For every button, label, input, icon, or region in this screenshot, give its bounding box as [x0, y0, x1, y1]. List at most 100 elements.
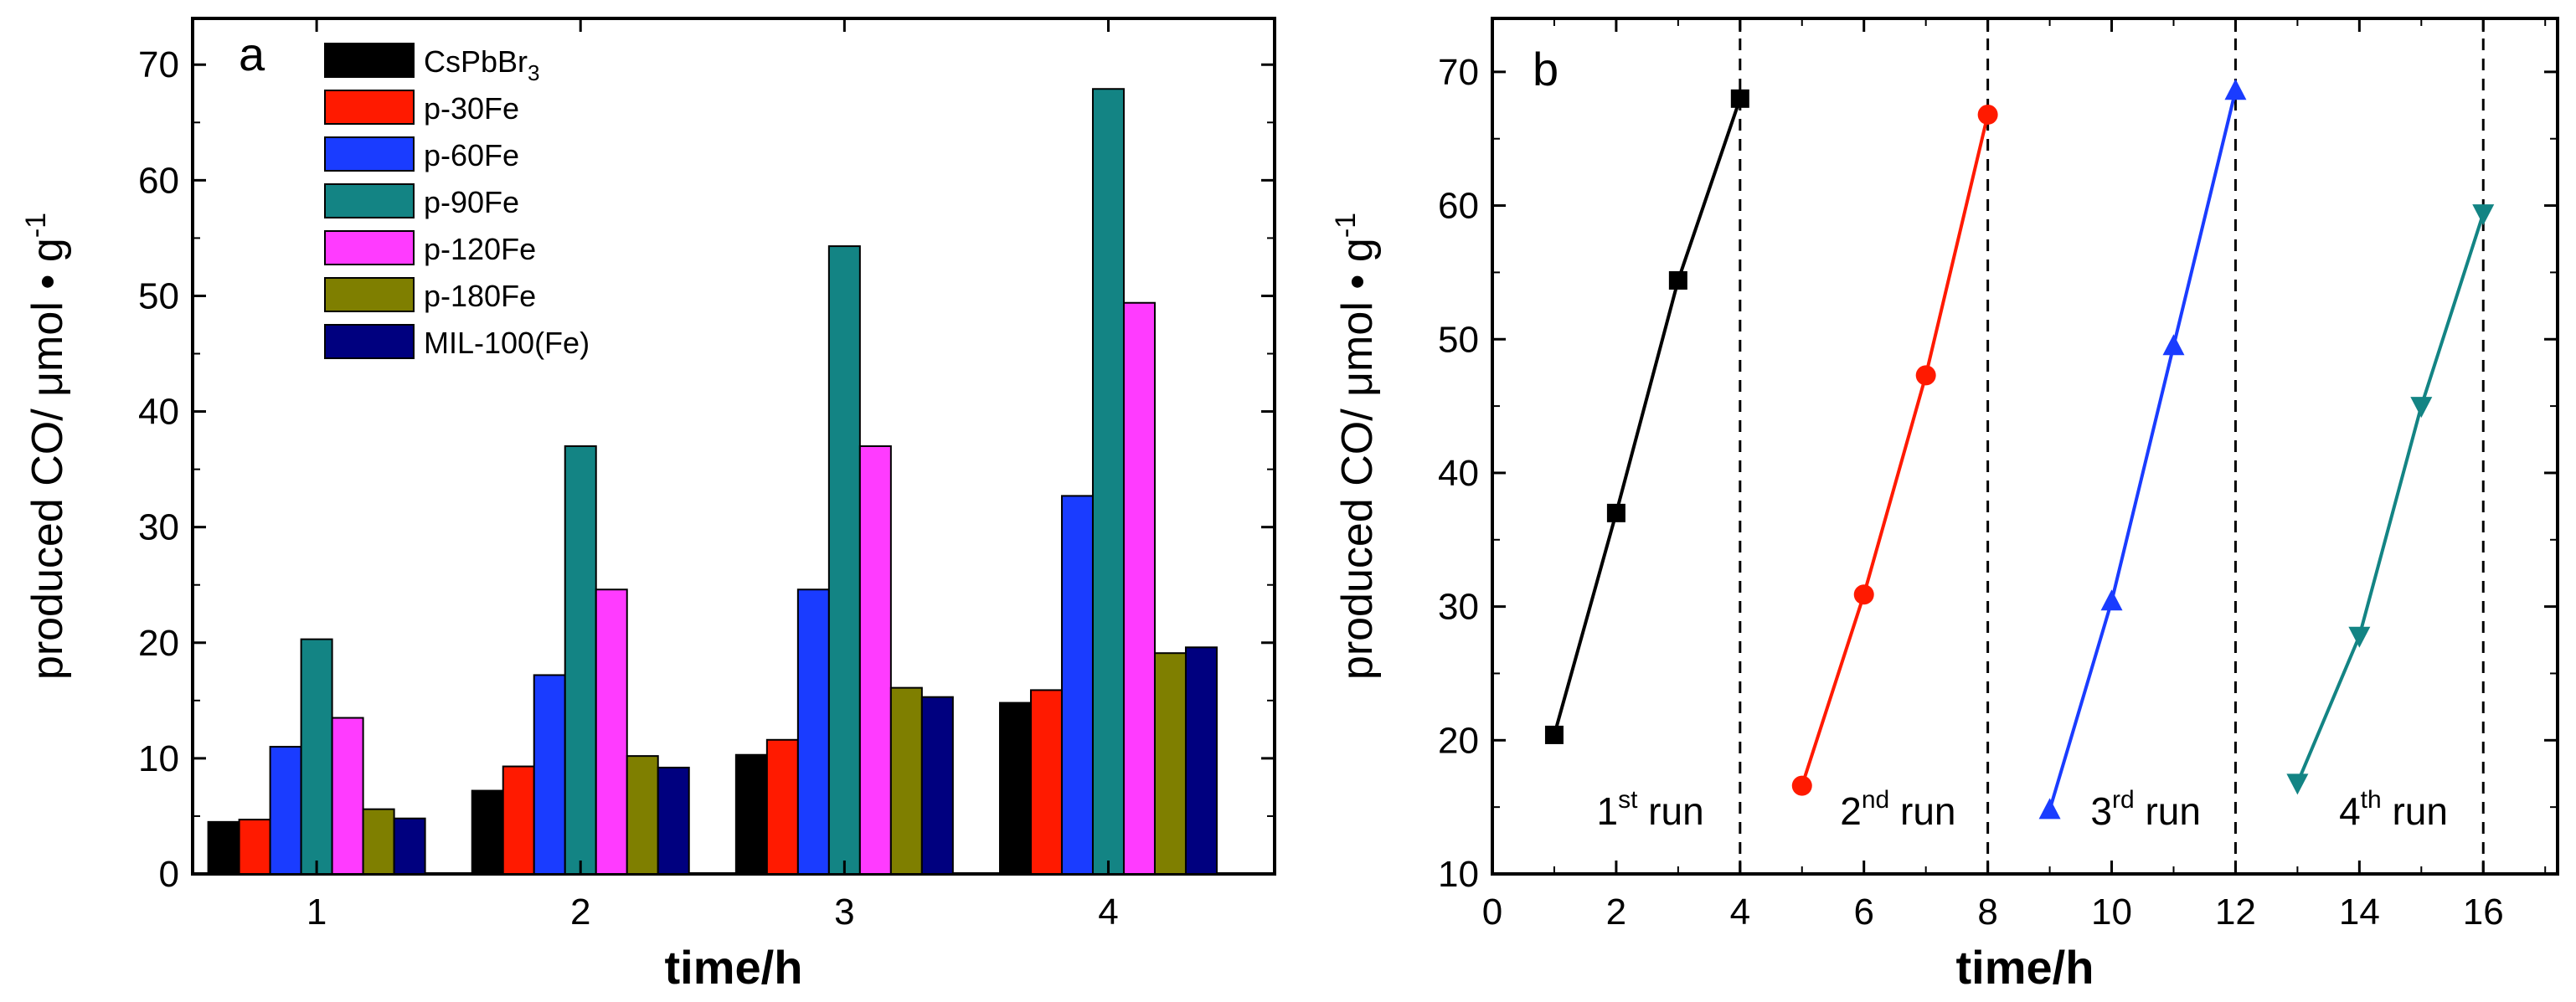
marker-run-1-point-4: [1730, 89, 1749, 108]
x-tick-label: 4: [1098, 892, 1118, 933]
panel-a-y-axis-label-main: produced CO/ μmol • g: [23, 238, 72, 680]
panel-a-plot-frame: [191, 17, 1276, 876]
legend-label-text: p-90Fe: [424, 185, 519, 219]
y-tick-label: 10: [138, 738, 179, 779]
bar-p90fe-t3: [827, 245, 861, 875]
marker-run-4-point-3: [2410, 397, 2433, 419]
bar-cspbbr-t3: [734, 753, 768, 876]
series-line-run-2: [1800, 114, 1990, 787]
marker-run-4-point-1: [2286, 773, 2309, 795]
run-label-ordinal: th: [2361, 786, 2382, 814]
run-label-number: 4: [2339, 789, 2361, 833]
y-tick-label: 30: [138, 507, 179, 548]
panel-b-y-axis: 10 20 30 40 50 60 70: [1438, 52, 2558, 895]
series-line-run-4: [2295, 213, 2486, 784]
panel-a-letter: a: [239, 28, 265, 80]
run-label-1: 1st run: [1596, 786, 1703, 833]
y-tick-label: 70: [1438, 52, 1479, 93]
x-tick-label: 10: [2091, 892, 2132, 933]
panel-b-x-axis-label: time/h: [1956, 941, 2094, 994]
legend-swatch: [324, 43, 415, 78]
panel-b-x-axis: 0 2 4 6 8 10 12 14 16: [1482, 18, 2547, 933]
bar-mil100fe-t4: [1184, 646, 1218, 875]
run-label-word: run: [1889, 789, 1955, 833]
bar-p120fe-t1: [331, 717, 364, 876]
y-tick-label: 50: [138, 275, 179, 316]
bar-cspbbr-t4: [998, 701, 1032, 875]
legend-label-subscript: 3: [528, 60, 539, 85]
panel-b-letter: b: [1533, 43, 1558, 95]
legend-label: p-90Fe: [424, 185, 519, 219]
panel-b-plot-frame: [1491, 17, 2559, 876]
legend-label: p-180Fe: [424, 279, 536, 313]
run-label-3: 3rd run: [2090, 786, 2201, 833]
legend-label-text: p-180Fe: [424, 279, 536, 313]
marker-run-3-point-3: [2162, 334, 2185, 356]
bar-cspbbr-t2: [471, 789, 504, 875]
run-label-2: 2nd run: [1840, 786, 1955, 833]
legend-label: p-120Fe: [424, 232, 536, 266]
bar-p30fe-t2: [502, 765, 535, 875]
y-tick-label: 0: [159, 854, 179, 895]
marker-run-1-point-1: [1544, 725, 1564, 744]
run-label-word: run: [1637, 789, 1703, 833]
marker-run-1-point-2: [1606, 503, 1625, 522]
panel-b-run-labels: 1st run 2nd run 3rd run 4th run: [1596, 786, 2447, 833]
y-tick-label: 60: [138, 160, 179, 201]
run-label-word: run: [2135, 789, 2201, 833]
marker-run-2-point-2: [1853, 584, 1874, 605]
bar-p120fe-t2: [595, 588, 628, 875]
bar-mil100fe-t1: [393, 817, 426, 876]
bar-p90fe-t4: [1091, 88, 1125, 875]
y-tick-label: 70: [138, 44, 179, 85]
y-tick-label: 60: [1438, 186, 1479, 227]
panel-b-run-dividers: [1739, 18, 2485, 874]
bar-p60fe-t2: [533, 674, 566, 875]
y-tick-label: 40: [138, 392, 179, 433]
bar-p180fe-t2: [626, 755, 659, 875]
panel-a-x-axis-label: time/h: [665, 941, 803, 994]
legend-label-text: MIL-100(Fe): [424, 326, 590, 360]
x-tick-label: 4: [1730, 892, 1750, 933]
panel-b-y-axis-label: produced CO/ μmol • g-1: [1330, 213, 1382, 680]
bar-mil100fe-t2: [657, 766, 690, 876]
x-tick-label: 16: [2463, 892, 2504, 933]
marker-run-4-point-4: [2472, 204, 2495, 226]
y-tick-label: 30: [1438, 587, 1479, 628]
bar-p180fe-t3: [889, 686, 923, 875]
y-tick-label: 20: [138, 623, 179, 664]
panel-a-legend: CsPbBr3 p-30Fe p-60Fe p-90Fe p-120Fe p-180Fe M…: [324, 43, 590, 360]
panel-a-y-axis-label-exponent: -1: [20, 213, 52, 238]
bar-p30fe-t4: [1029, 689, 1063, 875]
panel-a-y-axis: 0 10 20 30 40 50 60 70: [138, 44, 1275, 895]
x-tick-label: 6: [1853, 892, 1873, 933]
y-tick-label: 50: [1438, 319, 1479, 360]
legend-label: CsPbBr3: [424, 44, 540, 85]
x-tick-label: 14: [2339, 892, 2380, 933]
legend-label: MIL-100(Fe): [424, 326, 590, 360]
marker-run-3-point-2: [2100, 589, 2123, 611]
bar-p30fe-t3: [765, 738, 799, 876]
x-tick-label: 3: [834, 892, 854, 933]
legend-swatch: [324, 324, 415, 359]
panel-a-x-axis: 1 2 3 4: [307, 18, 1119, 933]
x-tick-label: 2: [570, 892, 590, 933]
marker-run-2-point-4: [1977, 104, 1998, 125]
run-label-number: 2: [1840, 789, 1862, 833]
marker-run-3-point-4: [2224, 79, 2247, 100]
y-tick-label: 20: [1438, 720, 1479, 761]
legend-swatch: [324, 183, 415, 218]
run-label-ordinal: nd: [1862, 786, 1889, 814]
series-line-run-3: [2048, 90, 2238, 810]
run-label-4: 4th run: [2339, 786, 2448, 833]
marker-run-2-point-3: [1915, 365, 1936, 386]
marker-run-4-point-2: [2348, 626, 2371, 648]
bar-p180fe-t4: [1153, 652, 1187, 875]
bar-p180fe-t1: [362, 808, 395, 876]
x-tick-label: 0: [1482, 892, 1502, 933]
marker-run-3-point-1: [2038, 798, 2061, 820]
run-label-number: 3: [2090, 789, 2112, 833]
x-tick-label: 1: [307, 892, 327, 933]
